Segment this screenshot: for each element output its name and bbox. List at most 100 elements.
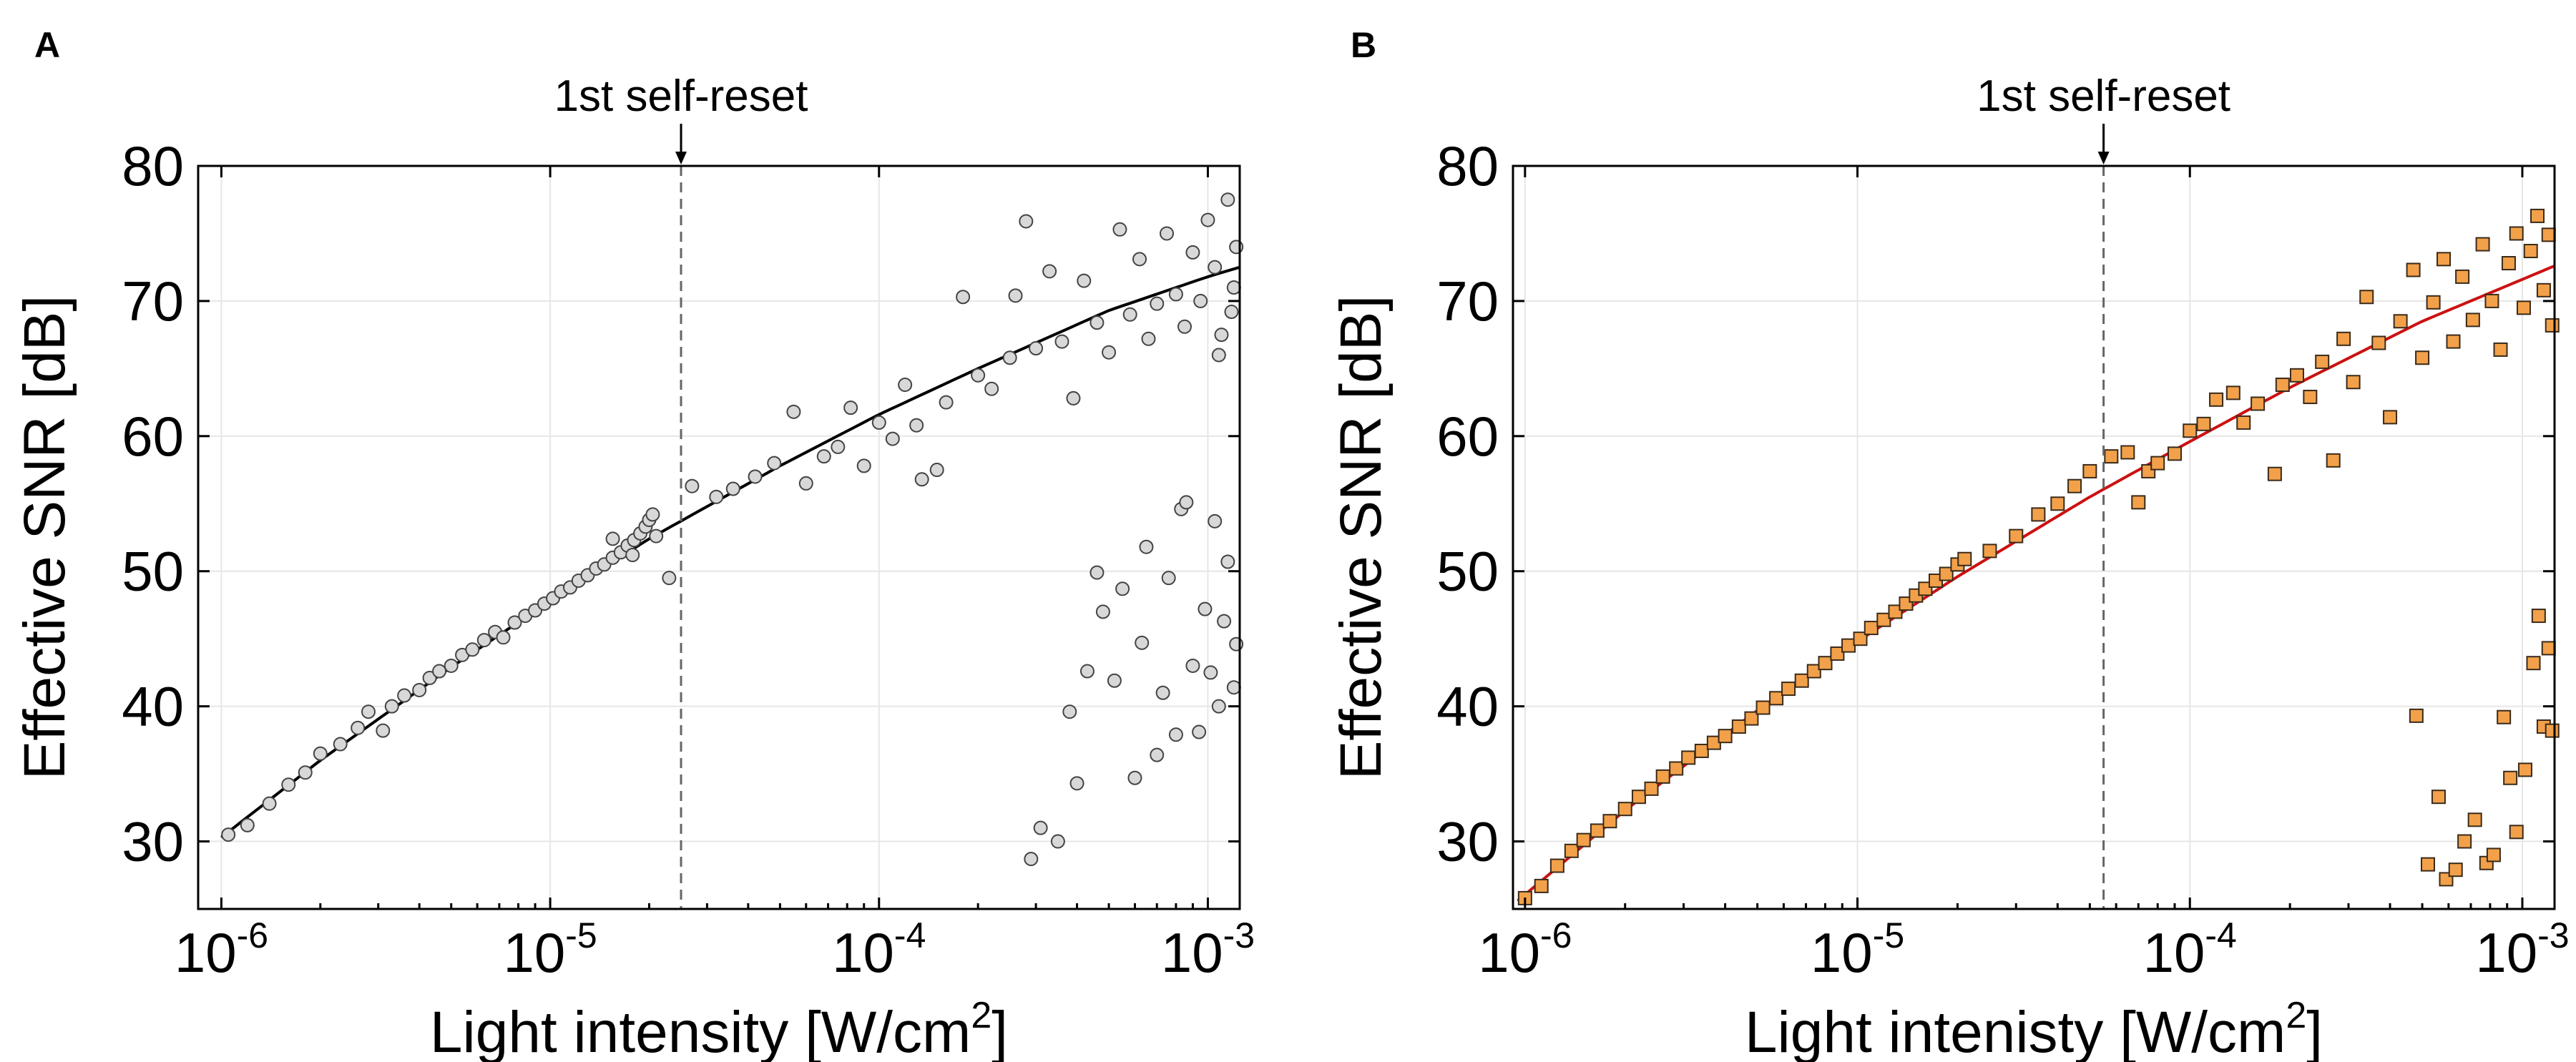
ticks-b: 30 40 50 60 70 80 10-6 10-5 10-4 10-3 (1436, 134, 2569, 984)
data-point (1781, 682, 1796, 697)
panel-b: B 1st self-reset 30 40 50 60 70 80 10-6 10-5 10-… (1328, 25, 2570, 1062)
data-point (685, 478, 700, 493)
data-point (281, 777, 296, 792)
data-point (2183, 423, 2198, 438)
data-point (605, 531, 620, 546)
data-point (709, 489, 724, 504)
data-point (2526, 656, 2541, 671)
data-point (649, 528, 664, 544)
fit-curve-b (1517, 264, 2555, 903)
data-point (507, 615, 522, 630)
data-point (2315, 354, 2330, 369)
data-point (725, 481, 740, 496)
panel-label-b: B (1351, 25, 1376, 65)
data-point (1224, 305, 1239, 320)
data-point (351, 720, 366, 735)
data-point (2545, 723, 2560, 738)
x-tick-label--4: 10-4 (832, 915, 926, 984)
data-point (2131, 495, 2146, 510)
data-point (240, 817, 255, 832)
data-point (2541, 227, 2556, 242)
data-point (1214, 328, 1229, 343)
plot-frame-a (197, 164, 1241, 910)
panel-label-a: A (34, 25, 60, 65)
data-point (1002, 350, 1017, 365)
data-point (2167, 446, 2182, 461)
data-point (2275, 378, 2290, 393)
data-point (1769, 691, 1784, 706)
y-axis-label-b: Effective SNR [dB] (1328, 295, 1394, 780)
data-point (465, 642, 480, 657)
data-point (885, 431, 900, 446)
self-reset-arrowhead-a (675, 152, 687, 164)
panel-a: A 1st self-reset 30 40 50 60 70 80 10-6 10-5 10-… (12, 25, 1255, 1062)
data-point (1576, 832, 1591, 847)
data-point (1731, 719, 1746, 734)
plot-frame-b (1512, 164, 2556, 910)
data-point (2501, 256, 2516, 271)
data-point (2497, 709, 2512, 724)
data-point (313, 746, 328, 761)
data-point (1830, 646, 1845, 661)
data-point (1957, 551, 1972, 566)
y-tick-label-30: 30 (122, 810, 184, 873)
data-point (444, 658, 459, 673)
data-point (1744, 711, 1759, 726)
data-point (1200, 212, 1215, 227)
points-b (1517, 208, 2560, 905)
grid-b (1513, 165, 2555, 909)
data-point (2516, 300, 2531, 315)
data-point (1694, 743, 1709, 758)
data-point (929, 463, 944, 478)
data-point (2409, 708, 2424, 723)
data-point (1211, 348, 1226, 363)
data-point (221, 827, 236, 842)
data-point (2493, 342, 2508, 357)
x-tick-label--5: 10-5 (503, 915, 597, 984)
data-point (2067, 478, 2082, 493)
data-point (397, 688, 412, 703)
data-point (662, 571, 677, 586)
data-point (625, 548, 640, 563)
data-point (1806, 664, 1821, 679)
data-point (1549, 858, 1564, 873)
data-point (1089, 315, 1105, 330)
y-tick-label-40: 40 (1436, 675, 1499, 738)
data-point (956, 290, 971, 305)
data-point (376, 723, 391, 738)
x-tick-label--3: 10-3 (1161, 915, 1255, 984)
data-point (2050, 496, 2065, 511)
data-point (1590, 823, 1605, 838)
data-point (1155, 685, 1170, 700)
data-point (1177, 319, 1192, 334)
data-point (798, 476, 813, 491)
x-tick-label--4: 10-4 (2143, 915, 2237, 984)
data-point (2225, 385, 2240, 400)
data-point (2009, 528, 2024, 544)
data-point (1918, 581, 1933, 596)
data-point (1150, 296, 1165, 311)
data-point (1876, 612, 1891, 627)
data-point (2509, 226, 2524, 241)
data-point (2517, 762, 2532, 777)
data-point (2383, 410, 2398, 425)
data-point (1226, 680, 1241, 695)
x-axis-label-end-b: ] (2306, 1000, 2323, 1062)
data-point (1655, 769, 1670, 784)
y-tick-label-80: 80 (1436, 134, 1499, 197)
data-point (1062, 704, 1077, 719)
data-point (2120, 445, 2135, 460)
data-point (856, 458, 871, 473)
data-point (1008, 288, 1023, 303)
x-axis-label-a: Light intensity [W/cm2] (430, 995, 1008, 1062)
data-point (1192, 724, 1207, 739)
data-point (2082, 463, 2097, 478)
y-tick-label-70: 70 (1436, 270, 1499, 333)
data-point (1127, 770, 1142, 785)
data-point (2467, 812, 2482, 827)
self-reset-arrowhead-b (2097, 152, 2110, 164)
data-point (1089, 565, 1105, 580)
data-point (1185, 245, 1200, 260)
data-point (2484, 293, 2499, 308)
